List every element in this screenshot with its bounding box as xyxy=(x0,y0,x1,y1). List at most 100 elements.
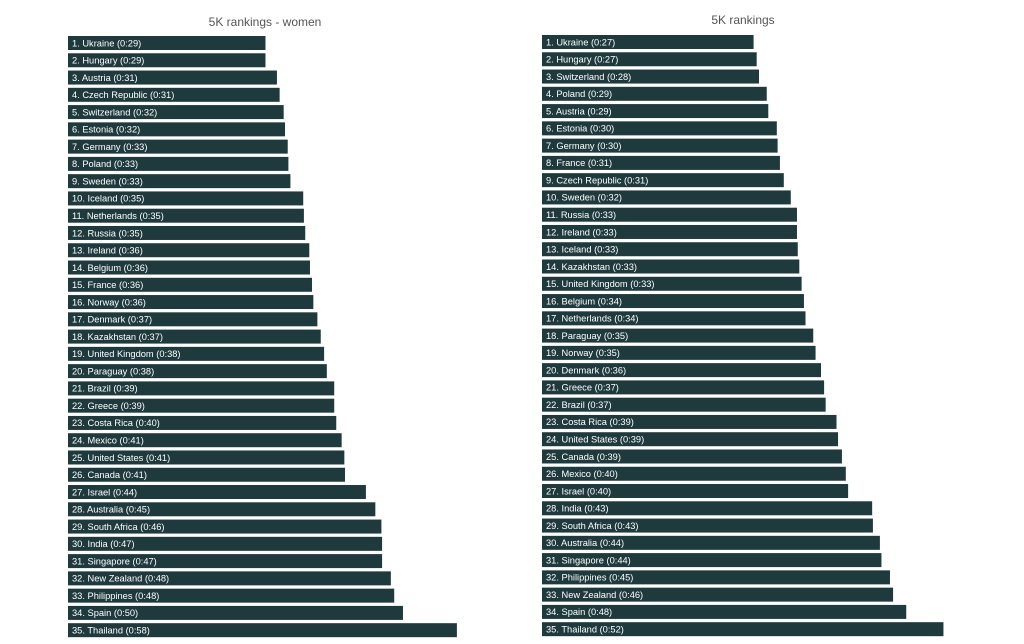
bar xyxy=(542,518,873,533)
bar xyxy=(68,605,403,620)
bar xyxy=(542,35,754,49)
bar xyxy=(542,449,842,464)
bar xyxy=(542,622,944,637)
bar xyxy=(68,433,342,448)
bar xyxy=(542,276,802,291)
bar xyxy=(542,138,778,153)
bar-label: 4. Czech Republic (0:31) xyxy=(72,90,174,100)
bar xyxy=(68,346,325,361)
bar-label: 27. Israel (0:40) xyxy=(546,486,611,496)
bar-label: 33. Philippines (0:48) xyxy=(72,591,159,601)
bar-label: 5. Austria (0:29) xyxy=(546,106,612,116)
bar xyxy=(68,243,310,258)
bar-label: 29. South Africa (0:43) xyxy=(546,521,639,531)
bar-label: 24. United States (0:39) xyxy=(546,435,644,445)
bar xyxy=(68,156,289,171)
bar-label: 18. Kazakhstan (0:37) xyxy=(72,332,163,342)
bar-label: 21. Greece (0:37) xyxy=(546,383,619,393)
bar xyxy=(542,155,780,170)
bar-label: 8. Poland (0:33) xyxy=(72,159,138,169)
bar-label: 22. Brazil (0:37) xyxy=(546,400,612,410)
bar-label: 18. Paraguay (0:35) xyxy=(546,331,628,341)
bar-label: 15. France (0:36) xyxy=(72,280,143,290)
bar-label: 12. Ireland (0:33) xyxy=(546,227,617,237)
bar-label: 28. Australia (0:45) xyxy=(72,505,150,515)
bar-label: 28. India (0:43) xyxy=(546,504,609,514)
bar xyxy=(68,519,382,534)
bar-label: 20. Paraguay (0:38) xyxy=(72,366,154,376)
bar xyxy=(68,36,266,50)
bar-label: 14. Belgium (0:36) xyxy=(72,263,148,273)
bar-label: 9. Sweden (0:33) xyxy=(72,176,143,186)
bar-label: 11. Russia (0:33) xyxy=(546,210,616,220)
bar-label: 25. Canada (0:39) xyxy=(546,452,621,462)
bar-label: 33. New Zealand (0:46) xyxy=(546,590,643,600)
bar-label: 12. Russia (0:35) xyxy=(72,228,143,238)
bar xyxy=(68,450,345,465)
bar-label: 16. Norway (0:36) xyxy=(72,297,146,307)
bar xyxy=(68,70,277,85)
bar-label: 27. Israel (0:44) xyxy=(72,487,137,497)
bar xyxy=(542,380,825,395)
bar-label: 31. Singapore (0:44) xyxy=(546,555,631,565)
bar xyxy=(68,554,383,569)
bar xyxy=(68,398,335,413)
bar-label: 8. France (0:31) xyxy=(546,158,612,168)
bar xyxy=(68,329,321,344)
chart-overall-5k: 5K rankings 1. Ukraine (0:27) 2. Hungary … xyxy=(542,13,944,637)
bar-label: 6. Estonia (0:30) xyxy=(546,124,614,134)
bar-label: 1. Ukraine (0:29) xyxy=(72,38,141,48)
bar xyxy=(542,242,798,257)
bar-label: 21. Brazil (0:39) xyxy=(72,384,138,394)
bar xyxy=(68,139,288,154)
bar xyxy=(68,208,304,223)
bar-label: 13. Iceland (0:33) xyxy=(546,245,618,255)
bar-label: 3. Austria (0:31) xyxy=(72,73,138,83)
bar xyxy=(542,484,849,499)
bar xyxy=(68,467,346,482)
bar xyxy=(68,623,457,638)
bar-label: 20. Denmark (0:36) xyxy=(546,365,626,375)
bar xyxy=(68,536,383,551)
bar-group: 1. Ukraine (0:27) 2. Hungary (0:27) 3. Swi… xyxy=(542,35,944,637)
bar-label: 6. Estonia (0:32) xyxy=(72,125,140,135)
bar-label: 2. Hungary (0:29) xyxy=(72,56,144,66)
bar-label: 24. Mexico (0:41) xyxy=(72,436,144,446)
bar-label: 4. Poland (0:29) xyxy=(546,89,612,99)
chart-title: 5K rankings xyxy=(711,13,774,27)
bar-label: 7. Germany (0:30) xyxy=(546,141,621,151)
bar xyxy=(68,260,310,275)
bar-label: 29. South Africa (0:46) xyxy=(72,522,165,532)
bar-label: 11. Netherlands (0:35) xyxy=(72,211,164,221)
bar xyxy=(68,191,304,206)
bar xyxy=(68,502,376,517)
bar xyxy=(68,364,327,379)
bar xyxy=(68,105,284,120)
bar xyxy=(542,345,816,360)
bar xyxy=(542,501,873,516)
bar xyxy=(542,604,907,619)
bar-label: 22. Greece (0:39) xyxy=(72,401,145,411)
bar-label: 30. Australia (0:44) xyxy=(546,538,624,548)
bar-label: 16. Belgium (0:34) xyxy=(546,296,622,306)
bar xyxy=(68,485,366,500)
bar-label: 19. Norway (0:35) xyxy=(546,348,620,358)
bar xyxy=(68,588,395,603)
bar-label: 1. Ukraine (0:27) xyxy=(546,37,615,47)
bar xyxy=(542,414,837,429)
bar-label: 35. Thailand (0:58) xyxy=(72,625,150,635)
bar-label: 31. Singapore (0:47) xyxy=(72,556,157,566)
bar xyxy=(542,173,784,188)
bar xyxy=(542,86,767,101)
bar-label: 14. Kazakhstan (0:33) xyxy=(546,262,637,272)
bar-label: 9. Czech Republic (0:31) xyxy=(546,175,648,185)
bar xyxy=(68,122,286,137)
bar-label: 32. Philippines (0:45) xyxy=(546,573,633,583)
bar xyxy=(542,207,797,222)
bar xyxy=(542,328,814,343)
bar xyxy=(68,312,318,327)
bar xyxy=(542,294,804,309)
bar-group: 1. Ukraine (0:29) 2. Hungary (0:29) 3. Aus… xyxy=(68,36,457,638)
chart-women-5k: 5K rankings - women 1. Ukraine (0:29) 2. … xyxy=(68,15,457,638)
bar xyxy=(68,53,266,68)
